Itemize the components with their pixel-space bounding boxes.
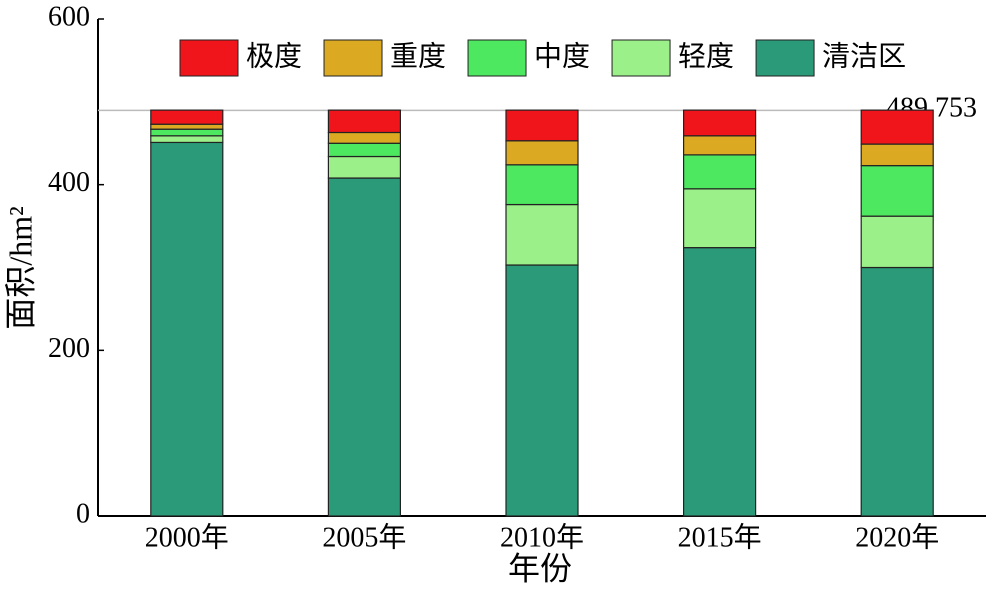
legend-label: 极度 bbox=[246, 40, 302, 72]
bar-segment bbox=[682, 154, 757, 190]
bar-segment bbox=[150, 123, 224, 130]
legend-label: 中度 bbox=[534, 40, 590, 72]
x-tick-label: 2015年 bbox=[678, 521, 762, 553]
bar-segment bbox=[505, 140, 579, 166]
y-axis-label: 面积/hm² bbox=[2, 206, 38, 329]
legend-label: 重度 bbox=[390, 40, 446, 72]
y-tick-label: 400 bbox=[48, 167, 90, 198]
y-tick-label: 600 bbox=[48, 1, 90, 32]
bar-segment bbox=[505, 164, 579, 206]
legend-swatch bbox=[611, 39, 671, 77]
bar-segment bbox=[150, 128, 224, 137]
y-tick-label: 200 bbox=[48, 333, 90, 364]
bar-segment bbox=[682, 135, 757, 156]
bar-segment bbox=[505, 203, 579, 266]
legend-swatch bbox=[467, 39, 527, 77]
y-tick-label: 0 bbox=[76, 498, 90, 529]
bar-segment bbox=[860, 109, 934, 145]
legend-swatch bbox=[323, 39, 383, 77]
bar-segment bbox=[150, 135, 224, 144]
bar-segment bbox=[327, 177, 401, 517]
legend-label: 清洁区 bbox=[822, 40, 906, 72]
bar-segment bbox=[682, 188, 757, 249]
bar-segment bbox=[682, 109, 757, 137]
bar-segment bbox=[150, 141, 224, 517]
bar-segment bbox=[327, 142, 401, 158]
bar-segment bbox=[682, 247, 757, 517]
bar-segment bbox=[505, 109, 579, 142]
legend-label: 轻度 bbox=[678, 40, 734, 72]
bar-segment bbox=[860, 266, 934, 517]
bar-segment bbox=[505, 264, 579, 517]
bar-segment bbox=[327, 155, 401, 179]
bar-segment bbox=[327, 131, 401, 144]
legend-swatch bbox=[179, 39, 239, 77]
x-axis-label: 年份 bbox=[508, 550, 572, 586]
bar-segment bbox=[860, 143, 934, 167]
bar-segment bbox=[327, 109, 401, 134]
x-tick-label: 2005年 bbox=[322, 521, 406, 553]
bar-segment bbox=[860, 215, 934, 269]
x-tick-label: 2010年 bbox=[500, 521, 584, 553]
legend-swatch bbox=[755, 39, 815, 77]
bar-segment bbox=[150, 109, 224, 125]
x-tick-label: 2000年 bbox=[145, 521, 229, 553]
bar-segment bbox=[860, 165, 934, 217]
x-tick-label: 2020年 bbox=[855, 521, 939, 553]
